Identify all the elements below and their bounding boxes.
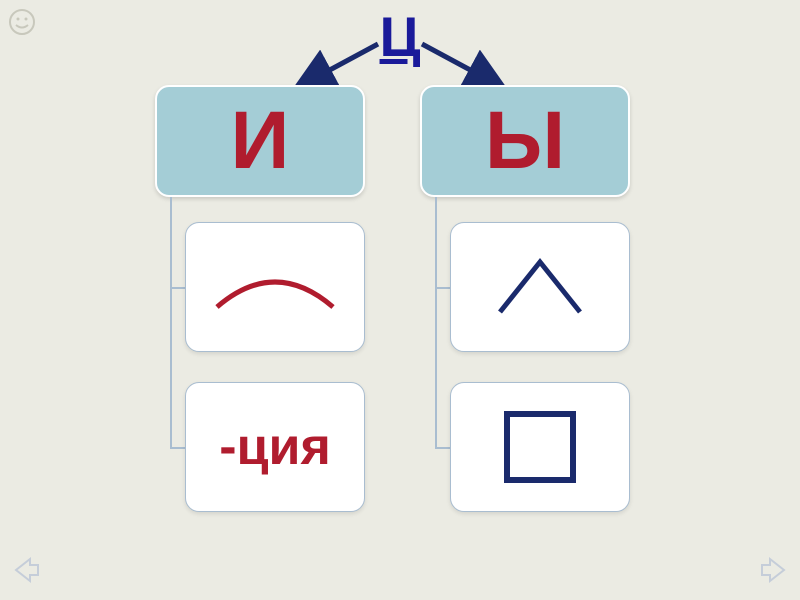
connector — [170, 287, 185, 289]
right-header-card: Ы — [420, 85, 630, 197]
connector — [435, 447, 450, 449]
caret-icon — [480, 247, 600, 327]
arc-icon — [205, 252, 345, 322]
connector — [435, 287, 450, 289]
next-arrow-icon[interactable] — [758, 553, 792, 592]
right-child-2 — [450, 382, 630, 512]
left-child-1 — [185, 222, 365, 352]
square-icon — [495, 402, 585, 492]
left-header-card: И — [155, 85, 365, 197]
connector — [435, 197, 437, 447]
prev-arrow-icon[interactable] — [8, 553, 42, 592]
left-child-2-label: -ция — [219, 417, 331, 477]
right-child-1 — [450, 222, 630, 352]
connector — [170, 447, 185, 449]
left-header-label: И — [231, 94, 290, 188]
connector — [170, 197, 172, 447]
smiley-icon — [8, 8, 36, 41]
left-child-2: -ция — [185, 382, 365, 512]
right-header-label: Ы — [485, 94, 565, 188]
